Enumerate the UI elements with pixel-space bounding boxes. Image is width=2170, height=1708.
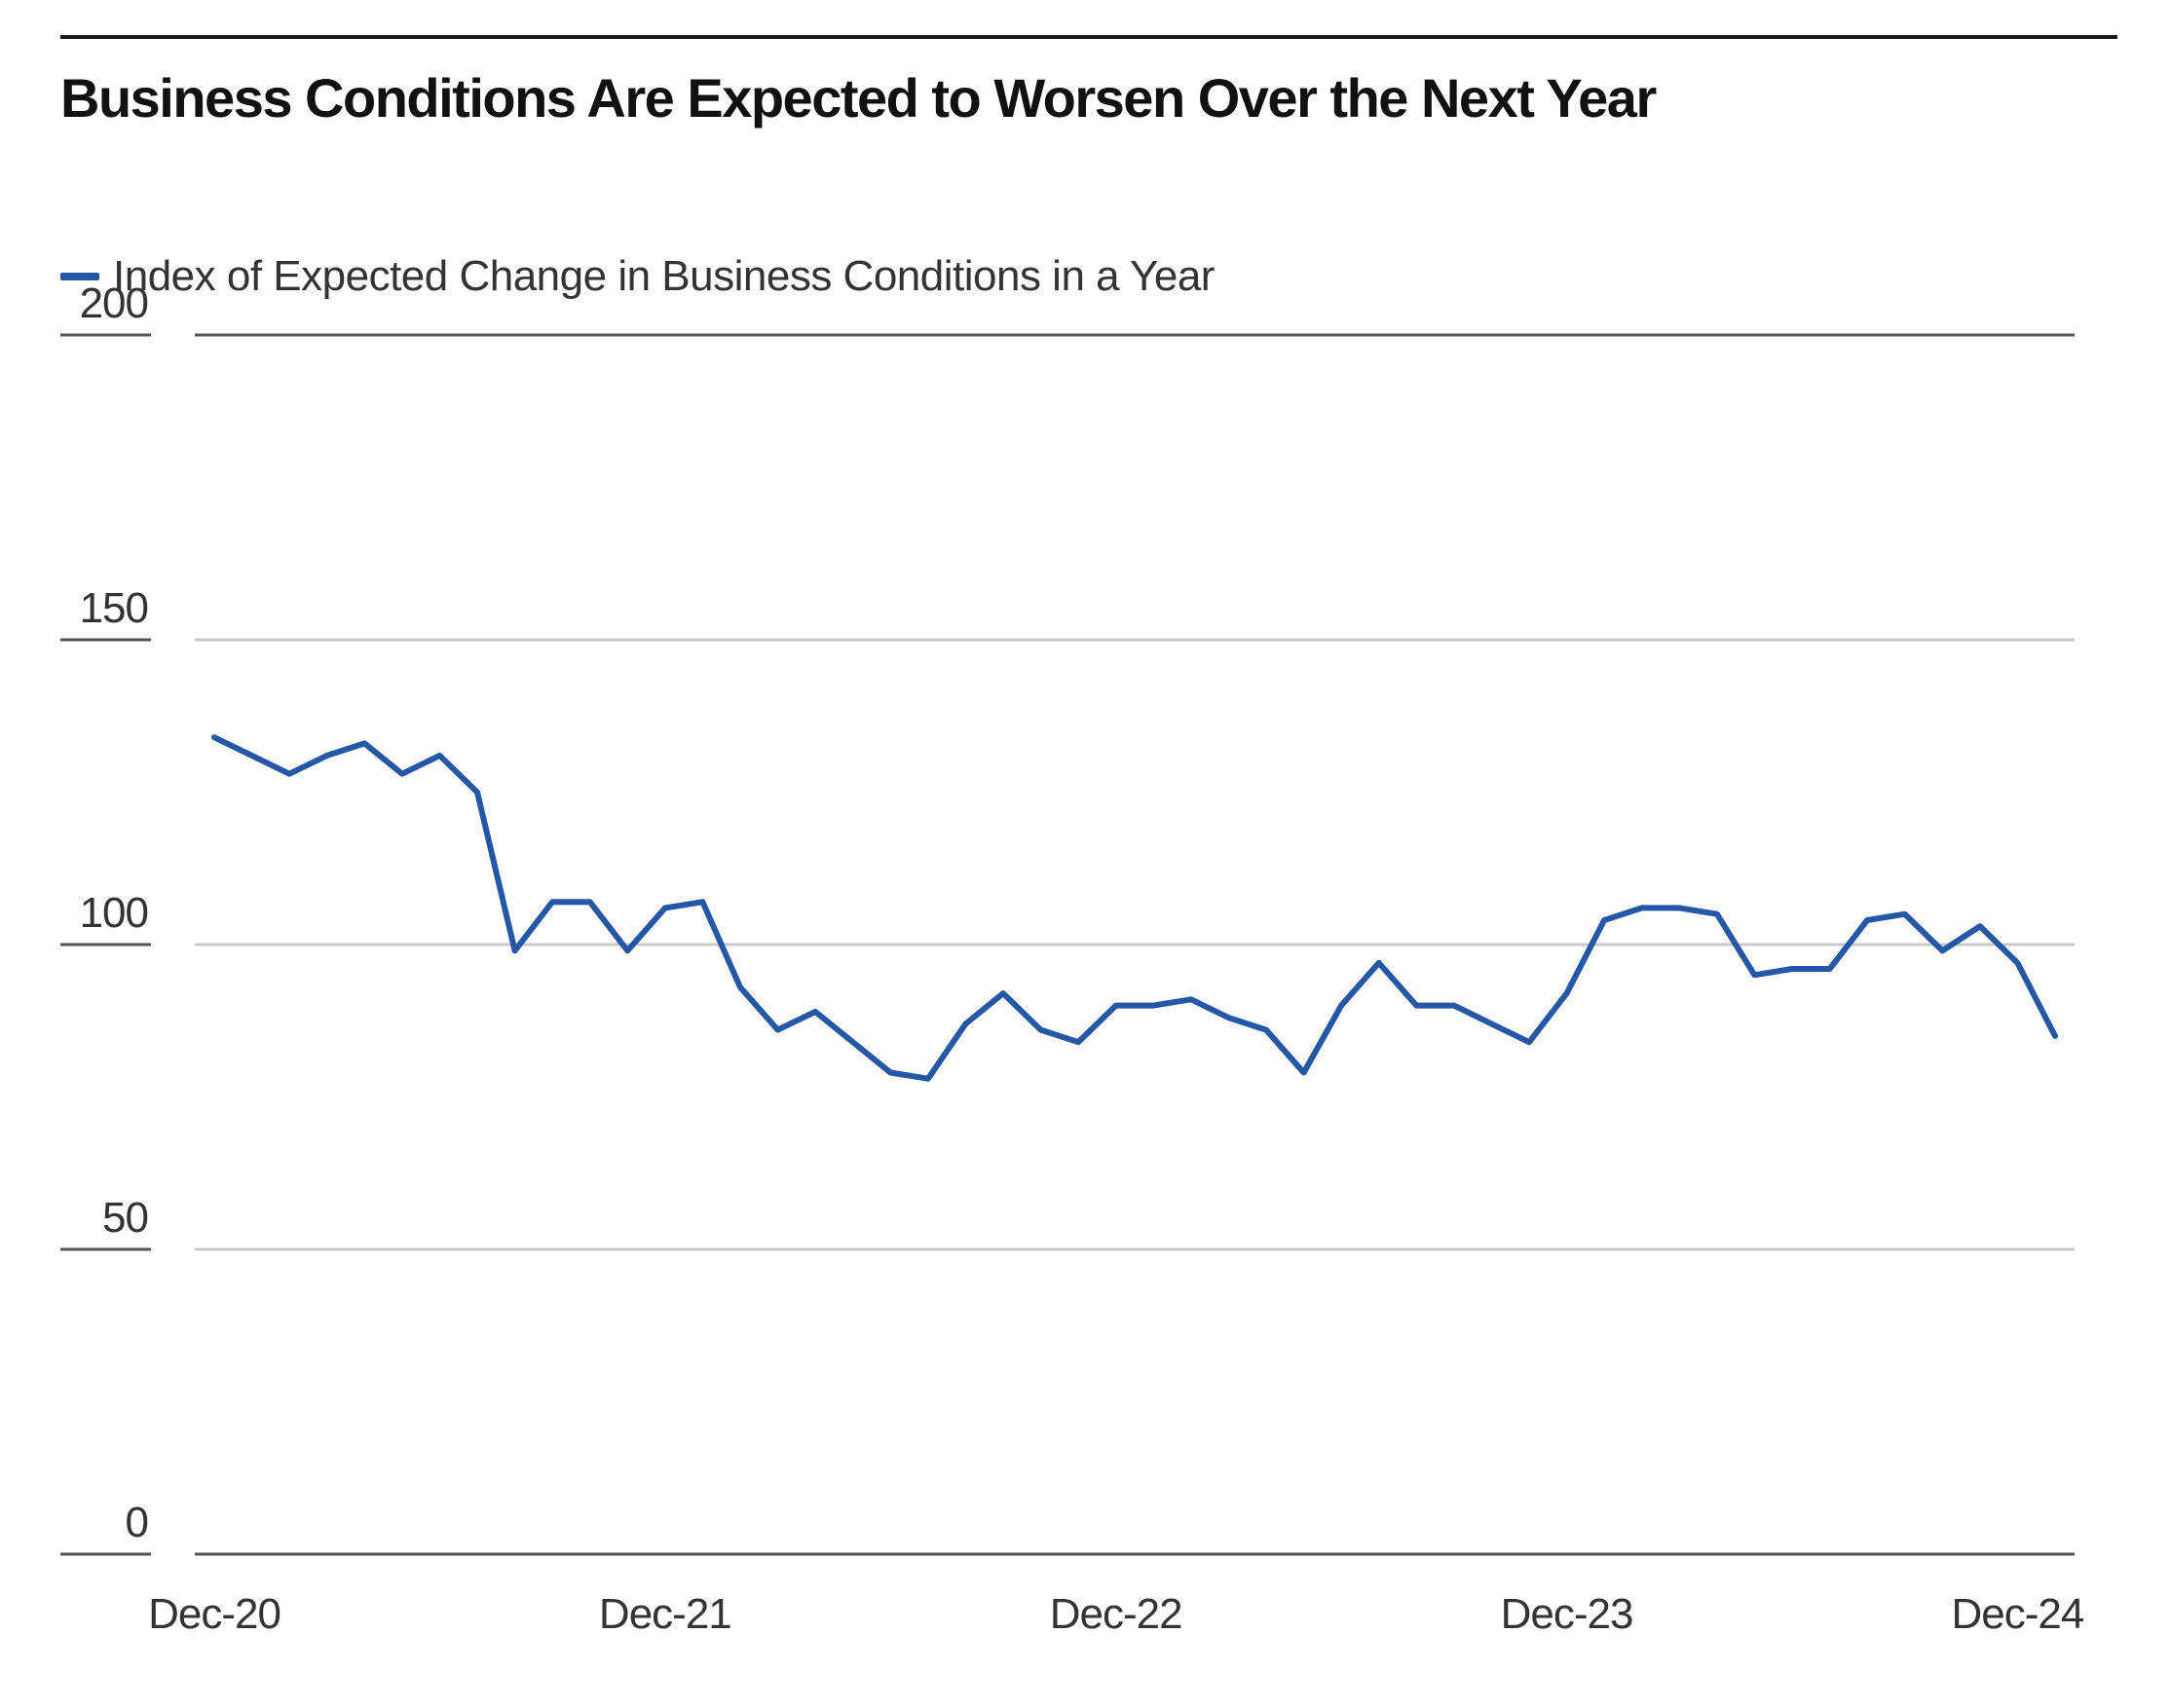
- y-tick-label-0: 0: [126, 1499, 148, 1546]
- x-tick-label-Dec-24: Dec-24: [1952, 1590, 2084, 1638]
- data-point: [2014, 960, 2020, 966]
- data-point: [1751, 972, 1757, 978]
- data-point: [1113, 1003, 1119, 1009]
- series-line: [211, 734, 2058, 1082]
- chart-title: Business Conditions Are Expected to Wors…: [60, 67, 1657, 129]
- data-point: [1939, 947, 1945, 953]
- data-point: [1376, 960, 1382, 966]
- x-tick-label-Dec-20: Dec-20: [148, 1590, 281, 1638]
- data-point: [624, 947, 630, 953]
- y-tick-label-200: 200: [80, 279, 148, 327]
- data-point: [1827, 966, 1833, 972]
- data-point: [587, 899, 593, 905]
- top-rule: [60, 35, 2117, 39]
- data-point: [1789, 966, 1795, 972]
- data-point: [1526, 1039, 1532, 1045]
- data-point: [549, 899, 555, 905]
- data-point: [662, 905, 668, 910]
- data-point: [1000, 990, 1006, 996]
- legend-label: Index of Expected Change in Business Con…: [113, 252, 1215, 300]
- data-point: [474, 790, 480, 796]
- data-point: [211, 734, 217, 740]
- data-point: [1413, 1003, 1419, 1009]
- data-point: [512, 947, 518, 953]
- legend: Index of Expected Change in Business Con…: [60, 255, 1215, 298]
- data-point: [1488, 1021, 1494, 1026]
- data-point: [1188, 996, 1194, 1002]
- data-point: [1564, 990, 1570, 996]
- data-point: [399, 771, 405, 777]
- data-point: [925, 1076, 931, 1082]
- data-point: [361, 740, 367, 746]
- data-point: [1451, 1003, 1457, 1009]
- data-point: [775, 1027, 781, 1033]
- data-point: [324, 753, 330, 759]
- data-point: [249, 753, 255, 759]
- y-tick-label-50: 50: [102, 1194, 148, 1242]
- data-point: [1038, 1027, 1044, 1033]
- y-tick-label-150: 150: [80, 584, 148, 632]
- data-point: [1864, 917, 1870, 923]
- data-point: [887, 1070, 893, 1076]
- data-point: [1075, 1039, 1081, 1045]
- data-point: [1639, 905, 1645, 910]
- data-point: [1263, 1027, 1269, 1033]
- data-point: [1902, 911, 1908, 917]
- data-point: [1601, 917, 1607, 923]
- data-point: [850, 1039, 856, 1045]
- data-point: [699, 899, 705, 905]
- data-point: [812, 1009, 818, 1015]
- data-point: [1338, 1003, 1344, 1009]
- data-point: [1150, 1003, 1156, 1009]
- data-point: [286, 771, 292, 777]
- x-tick-label-Dec-22: Dec-22: [1050, 1590, 1182, 1638]
- data-point: [1225, 1015, 1231, 1021]
- x-tick-label-Dec-23: Dec-23: [1501, 1590, 1633, 1638]
- y-tick-label-100: 100: [80, 889, 148, 937]
- data-point: [1676, 905, 1682, 910]
- legend-swatch: [60, 273, 99, 280]
- data-point: [737, 984, 743, 990]
- data-point: [962, 1021, 968, 1026]
- data-point: [2052, 1033, 2058, 1039]
- data-point: [1301, 1070, 1307, 1076]
- data-point: [1714, 911, 1720, 917]
- x-tick-label-Dec-21: Dec-21: [599, 1590, 731, 1638]
- data-point: [1977, 923, 1983, 929]
- data-point: [436, 753, 442, 759]
